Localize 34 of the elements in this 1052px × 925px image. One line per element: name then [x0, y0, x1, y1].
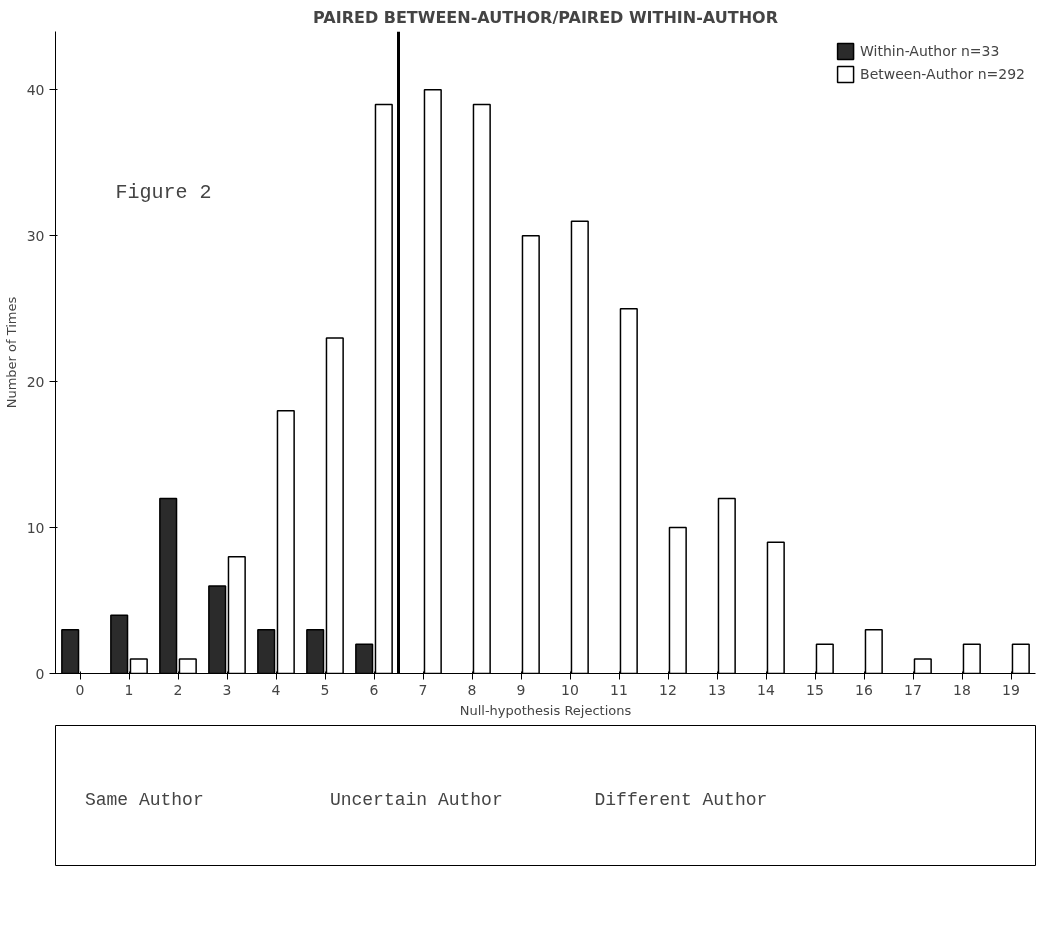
- x-axis-title: Null-hypothesis Rejections: [459, 702, 632, 718]
- y-tick-label: 0: [35, 665, 45, 682]
- x-tick-label: 13: [708, 681, 726, 698]
- text: Same Author: [84, 789, 204, 810]
- text: Different Author: [594, 789, 768, 810]
- y-tick-label: 40: [26, 81, 45, 98]
- x-tick-label: 2: [173, 681, 183, 698]
- x-tick-label: 14: [757, 681, 775, 698]
- x-tick-label: 16: [855, 681, 873, 698]
- x-tick-label: 17: [904, 681, 922, 698]
- x-tick-label: 4: [271, 681, 281, 698]
- x-tick-label: 9: [516, 681, 526, 698]
- text: Uncertain Author: [329, 789, 503, 810]
- y-tick-label: 30: [26, 227, 45, 244]
- chart-title: PAIRED BETWEEN-AUTHOR/PAIRED WITHIN-AUTHOR: [313, 7, 778, 27]
- annotation: Figure 2: [115, 180, 212, 204]
- legend-label: Within-Author n=33: [860, 43, 1000, 59]
- x-tick-label: 12: [659, 681, 677, 698]
- x-tick-label: 1: [124, 681, 134, 698]
- x-tick-label: 5: [320, 681, 330, 698]
- x-tick-label: 15: [806, 681, 824, 698]
- y-tick-label: 20: [26, 373, 45, 390]
- x-tick-label: 6: [369, 681, 379, 698]
- x-tick-label: 7: [418, 681, 428, 698]
- x-tick-label: 8: [467, 681, 477, 698]
- x-tick-label: 19: [1002, 681, 1020, 698]
- x-tick-label: 10: [561, 681, 579, 698]
- x-tick-label: 0: [75, 681, 85, 698]
- y-axis-title: Number of Times: [3, 296, 19, 409]
- legend-label: Between-Author n=292: [860, 66, 1025, 82]
- y-tick-label: 10: [26, 519, 45, 536]
- x-tick-label: 18: [953, 681, 971, 698]
- x-tick-label: 11: [610, 681, 628, 698]
- x-tick-label: 3: [222, 681, 232, 698]
